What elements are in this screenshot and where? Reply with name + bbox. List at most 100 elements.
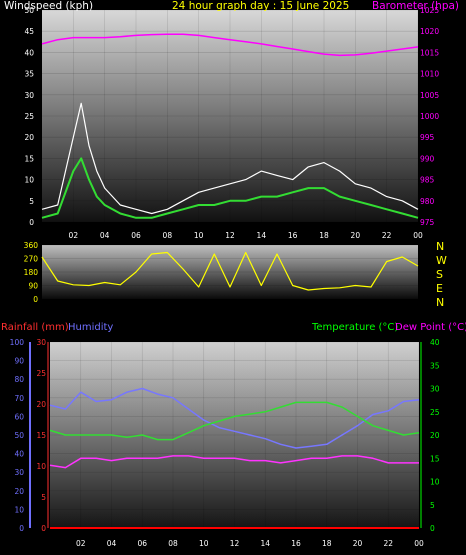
wind-y-tick-label: 35	[24, 70, 34, 79]
direction-tick-label: 0	[33, 295, 38, 304]
wind-x-tick-label: 06	[131, 231, 141, 240]
humidity-tick-label: 70	[14, 394, 24, 403]
compass-label-n-top: N	[436, 240, 444, 253]
temperature-x-tick-label: 08	[168, 539, 178, 548]
humidity-tick-label: 10	[14, 505, 24, 514]
direction-tick-label: 90	[28, 282, 38, 291]
rainfall-tick-label: 5	[41, 493, 46, 502]
temperature-tick-label: 0	[430, 524, 435, 533]
rainfall-tick-label: 15	[36, 431, 46, 440]
rainfall-tick-label: 25	[36, 369, 46, 378]
compass-label-n-bottom: N	[436, 296, 444, 309]
wind-x-tick-label: 10	[194, 231, 204, 240]
barometer-line	[41, 33, 419, 57]
dewpoint-axis-label: Dew Point (°C)	[395, 322, 466, 333]
wind-speed-panel: 0510152025303540455097598098599099510001…	[24, 6, 439, 240]
temperature-tick-label: 20	[430, 431, 440, 440]
barometer-axis-label: Barometer (hpa)	[372, 0, 459, 12]
humidity-tick-label: 100	[10, 338, 25, 347]
wind-gust-line	[41, 102, 419, 215]
humidity-line	[49, 387, 420, 449]
graph-title: 24 hour graph day : 15 June 2025	[172, 0, 349, 12]
wind-direction-line	[41, 251, 419, 291]
temperature-tick-label: 30	[430, 385, 440, 394]
temperature-x-tick-label: 02	[76, 539, 86, 548]
humidity-axis-label: Humidity	[68, 322, 113, 333]
temperature-tick-label: 10	[430, 478, 440, 487]
rainfall-tick-label: 10	[36, 462, 46, 471]
wind-x-tick-label: 16	[288, 231, 298, 240]
wind-marks	[41, 33, 419, 219]
temperature-panel: 0102030405060708090100051015202530051015…	[10, 338, 440, 548]
wind-y-tick-label: 25	[24, 112, 34, 121]
humidity-tick-label: 20	[14, 487, 24, 496]
wind-x-tick-label: 04	[100, 231, 110, 240]
barometer-tick-label: 985	[420, 176, 435, 185]
wind-y-tick-label: 20	[24, 133, 34, 142]
barometer-tick-label: 975	[420, 218, 435, 227]
wind-x-tick-label: 08	[163, 231, 173, 240]
direction-ticks: 0 90 180 270 360	[24, 241, 39, 304]
temperature-x-tick-label: 18	[322, 539, 332, 548]
wind-x-tick-label: 18	[319, 231, 329, 240]
humidity-tick-label: 30	[14, 468, 24, 477]
wind-x-tick-label: 14	[257, 231, 267, 240]
wind-y-tick-label: 45	[24, 27, 34, 36]
wind-x-tick-label: 02	[69, 231, 79, 240]
compass-label-w: W	[436, 254, 447, 267]
rainfall-tick-label: 20	[36, 400, 46, 409]
wind-x-tick-label: 22	[382, 231, 392, 240]
barometer-tick-label: 1020	[420, 27, 439, 36]
direction-plot-area	[42, 245, 418, 299]
humidity-tick-label: 60	[14, 412, 24, 421]
temperature-line	[49, 401, 420, 441]
barometer-tick-label: 1025	[420, 6, 439, 15]
direction-marks	[41, 251, 419, 291]
rainfall-tick-label: 0	[41, 524, 46, 533]
direction-tick-label: 270	[24, 255, 39, 264]
temperature-x-tick-label: 12	[230, 539, 240, 548]
temperature-x-tick-label: 16	[291, 539, 301, 548]
dewpoint-line	[49, 455, 419, 469]
barometer-tick-label: 995	[420, 133, 435, 142]
humidity-tick-label: 90	[14, 357, 24, 366]
compass-label-e: E	[436, 282, 443, 295]
wind-x-tick-label: 12	[225, 231, 235, 240]
temperature-ticks: 0102030405060708090100051015202530051015…	[10, 338, 440, 548]
wind-y-tick-label: 15	[24, 154, 34, 163]
direction-tick-label: 180	[24, 268, 39, 277]
humidity-tick-label: 80	[14, 375, 24, 384]
humidity-tick-label: 0	[19, 524, 24, 533]
wind-x-tick-label: 00	[413, 231, 423, 240]
barometer-tick-label: 1005	[420, 91, 439, 100]
wind-y-tick-label: 0	[29, 218, 34, 227]
barometer-tick-label: 1000	[420, 112, 439, 121]
temperature-x-tick-label: 04	[107, 539, 117, 548]
wind-grid	[42, 9, 419, 223]
temperature-x-tick-label: 06	[137, 539, 147, 548]
compass-label-s: S	[436, 268, 443, 281]
temperature-x-tick-label: 22	[383, 539, 393, 548]
temperature-x-tick-label: 20	[353, 539, 363, 548]
temperature-grid	[50, 341, 420, 529]
temperature-tick-label: 40	[430, 338, 440, 347]
temperature-tick-label: 25	[430, 408, 440, 417]
temperature-marks	[49, 387, 420, 529]
temperature-x-tick-label: 14	[260, 539, 270, 548]
wind-x-tick-label: 20	[351, 231, 361, 240]
direction-tick-label: 360	[24, 241, 39, 250]
temperature-x-tick-label: 10	[199, 539, 209, 548]
wind-direction-panel: 0 90 180 270 360	[24, 241, 419, 304]
temperature-axis-label: Temperature (°C)	[311, 322, 398, 333]
wind-y-tick-label: 10	[24, 176, 34, 185]
wind-y-tick-label: 5	[29, 197, 34, 206]
barometer-tick-label: 1010	[420, 70, 439, 79]
temperature-tick-label: 15	[430, 454, 440, 463]
rainfall-axis-label: Rainfall (mm)	[1, 322, 69, 333]
humidity-tick-label: 40	[14, 450, 24, 459]
temperature-tick-label: 5	[430, 501, 435, 510]
wind-y-tick-label: 50	[24, 6, 34, 15]
barometer-tick-label: 980	[420, 197, 435, 206]
barometer-tick-label: 990	[420, 154, 435, 163]
